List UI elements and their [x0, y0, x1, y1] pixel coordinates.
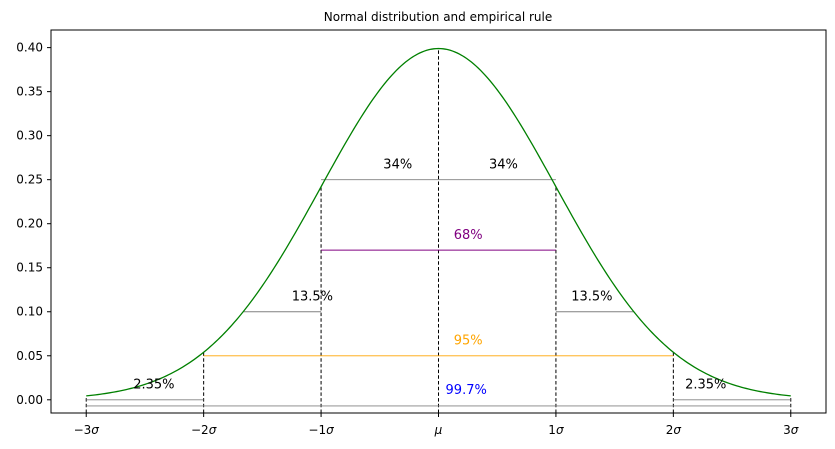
x-tick-label: −3σ: [74, 423, 100, 437]
y-tick-label: 0.30: [16, 129, 43, 143]
y-tick-label: 0.10: [16, 305, 43, 319]
y-tick-label: 0.35: [16, 85, 43, 99]
x-tick-label: 2σ: [666, 423, 682, 437]
percentage-annotation: 99.7%: [446, 383, 487, 398]
x-tick-label: 3σ: [783, 423, 799, 437]
chart-title: Normal distribution and empirical rule: [324, 10, 552, 24]
x-tick-label: 1σ: [548, 423, 564, 437]
percentage-annotation: 34%: [489, 158, 518, 173]
y-tick-label: 0.15: [16, 261, 43, 275]
percentage-annotation: 34%: [383, 158, 412, 173]
percentage-annotation: 2.35%: [685, 378, 726, 393]
percentage-annotation: 13.5%: [292, 290, 333, 305]
y-tick-label: 0.05: [16, 349, 43, 363]
y-tick-label: 0.00: [16, 393, 43, 407]
y-tick-label: 0.20: [16, 217, 43, 231]
y-tick-label: 0.25: [16, 173, 43, 187]
x-tick-label: μ: [434, 423, 443, 437]
plot-area: 34% 34% 68% 13.5% 13.5% 95% 2.35% 2.35% 99.7% 0.0…: [16, 41, 799, 437]
percentage-annotation: 68%: [454, 228, 483, 243]
normal-pdf-curve: [86, 47, 791, 397]
percentage-annotation: 13.5%: [571, 290, 612, 305]
axes-frame: [50, 29, 827, 414]
percentage-annotation: 2.35%: [133, 378, 174, 393]
y-tick-label: 0.40: [16, 41, 43, 55]
x-tick-label: −1σ: [308, 423, 334, 437]
percentage-annotation: 95%: [454, 334, 483, 349]
x-tick-label: −2σ: [191, 423, 217, 437]
